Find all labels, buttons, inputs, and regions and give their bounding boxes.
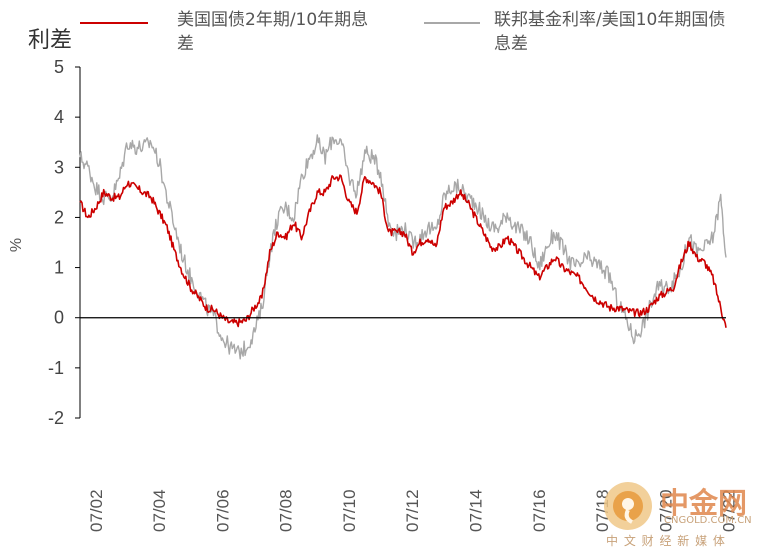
chart-title: 利差 bbox=[28, 28, 73, 53]
x-tick-label: 07/02 bbox=[87, 489, 106, 532]
x-tick-label: 07/20 bbox=[656, 489, 675, 532]
coin-icon bbox=[604, 482, 652, 530]
y-tick-label: -1 bbox=[48, 358, 64, 378]
x-tick-label: 07/04 bbox=[150, 489, 169, 532]
y-tick-label: 2 bbox=[54, 207, 64, 227]
x-tick-label: 07/14 bbox=[467, 489, 486, 532]
y-tick-label: 0 bbox=[54, 308, 64, 328]
y-tick-label: 5 bbox=[54, 57, 64, 77]
y-tick-label: 3 bbox=[54, 157, 64, 177]
legend-swatch-series-1 bbox=[80, 22, 148, 24]
series-lines bbox=[79, 134, 727, 360]
y-axis: 5 4 3 2 1 0 -1 -2 bbox=[48, 57, 81, 428]
y-axis-unit-label: % bbox=[8, 238, 25, 252]
legend-swatch-series-2 bbox=[424, 22, 480, 24]
y-tick-label: -2 bbox=[48, 408, 64, 428]
y-tick-label: 4 bbox=[54, 107, 64, 127]
watermark-slogan: 中 文 财 经 新 媒 体 bbox=[606, 534, 726, 548]
x-tick-label: 07/22 bbox=[720, 489, 739, 532]
legend-label-series-1: 美国国债2年期/10年期息差 bbox=[177, 10, 369, 54]
series-line-fedfunds-10y-spread bbox=[79, 134, 727, 360]
y-tick-label: 1 bbox=[54, 258, 64, 278]
x-tick-label: 07/08 bbox=[277, 489, 296, 532]
watermark-logo bbox=[602, 480, 654, 532]
series-line-treasury-2y10y-spread bbox=[79, 174, 727, 328]
watermark-brand: 中金网 bbox=[660, 486, 748, 520]
x-tick-label: 07/12 bbox=[403, 489, 422, 532]
x-tick-label: 07/10 bbox=[340, 489, 359, 532]
x-tick-label: 07/06 bbox=[213, 489, 232, 532]
watermark-domain: CNGOLD.COM.CN bbox=[664, 515, 752, 526]
legend-label-series-2: 联邦基金利率/美国10年期国债息差 bbox=[494, 10, 726, 54]
x-tick-label: 07/16 bbox=[530, 489, 549, 532]
